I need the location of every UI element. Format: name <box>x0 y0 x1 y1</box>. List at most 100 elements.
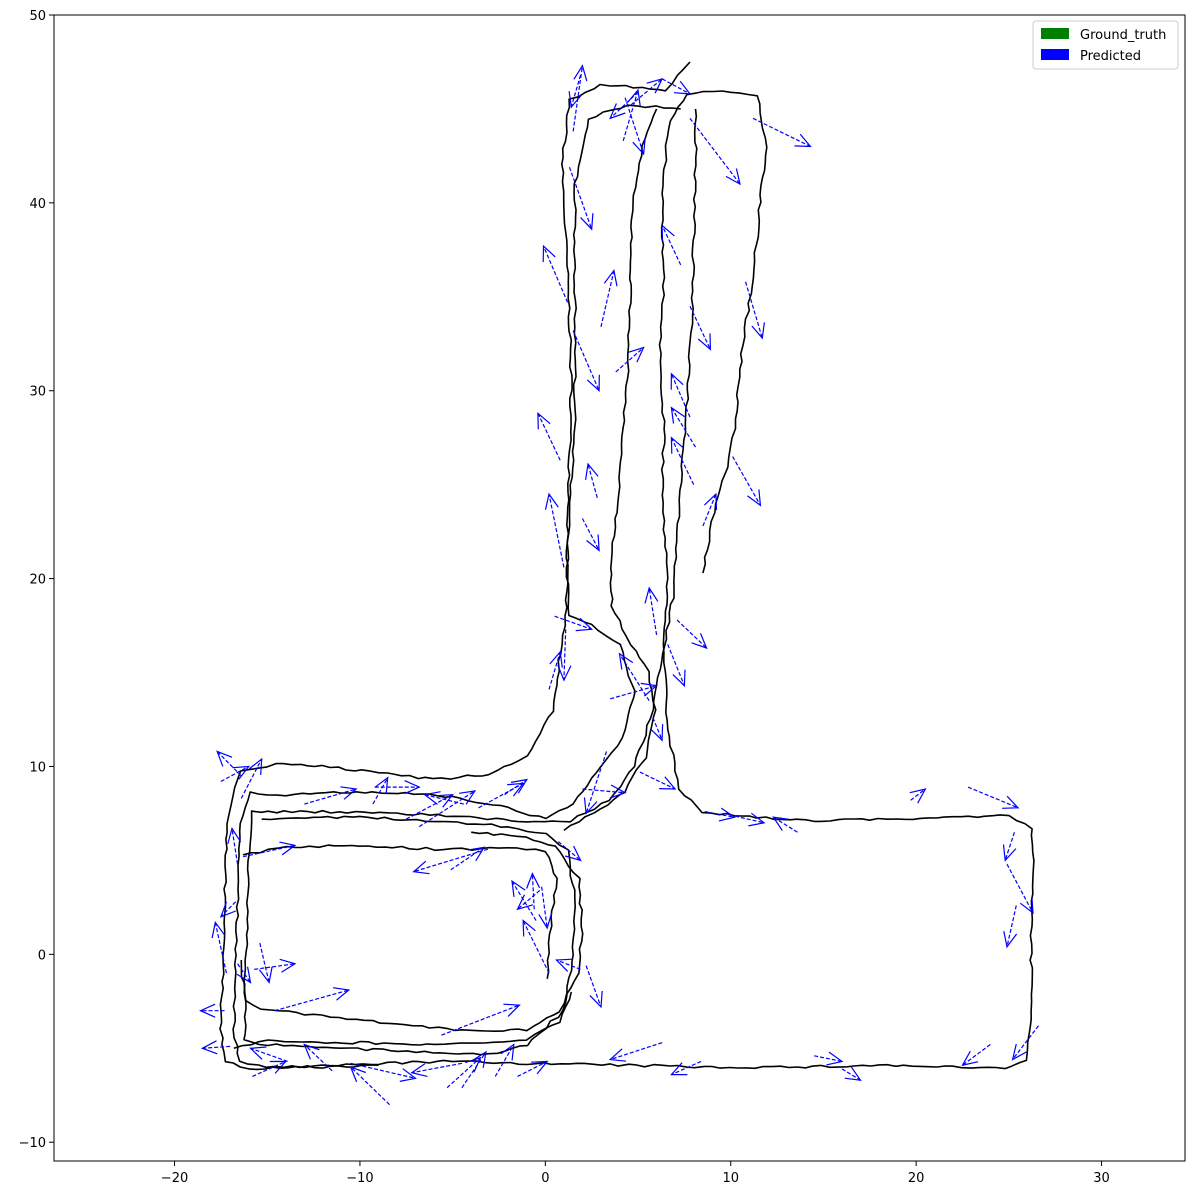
predicted-arrow-shaft <box>556 959 581 970</box>
predicted-arrow <box>517 1060 549 1077</box>
predicted-arrow <box>555 958 581 972</box>
predicted-arrow-shaft <box>304 788 357 805</box>
predicted-arrow-shaft <box>639 771 676 790</box>
predicted-arrow-head <box>436 794 454 808</box>
predicted-arrow-head <box>516 894 534 911</box>
predicted-arrow <box>618 652 650 702</box>
predicted-arrow <box>704 807 736 822</box>
predicted-arrow <box>249 1046 288 1062</box>
predicted-arrow <box>600 269 618 327</box>
predicted-arrow-shaft <box>441 1004 520 1036</box>
predicted-arrow-shaft <box>446 1057 481 1089</box>
predicted-arrow-shaft <box>967 786 1019 809</box>
predicted-arrow-shaft <box>581 518 600 551</box>
predicted-arrow <box>511 879 537 921</box>
predicted-arrow-shaft <box>670 437 695 485</box>
predicted-arrow-shaft <box>494 1044 515 1077</box>
predicted-arrow <box>723 812 766 827</box>
predicted-arrow <box>745 281 765 340</box>
predicted-arrow-head <box>511 879 526 897</box>
predicted-arrow <box>670 372 691 418</box>
predicted-arrow-head <box>279 958 297 973</box>
predicted-arrow-head <box>549 650 563 668</box>
plot-frame <box>53 14 1186 1162</box>
predicted-arrow-head <box>747 489 762 507</box>
predicted-arrow <box>661 78 692 95</box>
predicted-arrow <box>526 872 541 910</box>
legend-swatch-ground-truth <box>1041 28 1069 39</box>
predicted-arrow <box>372 776 389 805</box>
predicted-arrow-shaft <box>250 1047 288 1062</box>
predicted-arrow-shaft <box>237 963 252 983</box>
predicted-arrow-shaft <box>542 245 569 303</box>
predicted-arrow <box>581 518 600 552</box>
predicted-arrow-head <box>526 872 541 889</box>
predicted-arrow-head <box>703 492 718 511</box>
predicted-arrow <box>211 920 228 974</box>
predicted-arrow-shaft <box>537 413 561 461</box>
predicted-arrow-head <box>522 919 536 937</box>
predicted-arrow-shaft <box>240 758 263 799</box>
predicted-arrow-shaft <box>531 873 535 910</box>
predicted-arrow <box>732 456 762 507</box>
predicted-arrow <box>441 1003 521 1036</box>
legend-box <box>1032 20 1179 70</box>
predicted-arrow-shaft <box>585 965 602 1008</box>
predicted-arrow <box>644 586 659 636</box>
predicted-arrow <box>410 1062 463 1077</box>
predicted-arrow-shaft <box>259 942 270 983</box>
predicted-arrow-head <box>585 462 599 480</box>
y-tick-label: 10 <box>29 760 46 775</box>
predicted-arrow-head <box>586 534 600 552</box>
predicted-arrow-head <box>236 966 252 984</box>
predicted-arrow-shaft <box>618 653 650 702</box>
predicted-arrow-head <box>279 841 297 856</box>
predicted-arrow-shaft <box>670 407 697 448</box>
predicted-arrow-head <box>573 64 588 82</box>
predicted-arrow-shaft <box>450 846 485 871</box>
predicted-arrow-shaft <box>461 1051 487 1089</box>
legend-label-ground-truth: Ground_truth <box>1080 28 1166 43</box>
predicted-arrow <box>585 462 599 498</box>
predicted-arrow-head <box>1002 844 1017 862</box>
predicted-arrow-shaft <box>517 890 541 910</box>
predicted-arrows-layer <box>199 64 1040 1106</box>
predicted-arrow <box>554 615 594 632</box>
predicted-arrow-shaft <box>413 848 489 873</box>
predicted-arrow-shaft <box>661 225 682 266</box>
predicted-arrow-shaft <box>1012 1025 1040 1060</box>
predicted-arrow-shaft <box>1006 905 1017 947</box>
predicted-arrow-shaft <box>585 751 608 814</box>
predicted-arrow-head <box>673 80 692 95</box>
predicted-arrow-shaft <box>557 841 581 861</box>
predicted-arrow-shaft <box>671 1060 702 1076</box>
predicted-arrow-head <box>332 987 351 1001</box>
predicted-arrow-head <box>725 168 741 186</box>
predicted-arrow-head <box>650 724 664 742</box>
predicted-arrow <box>568 74 583 109</box>
predicted-arrow-head <box>1019 897 1034 915</box>
x-tick-label: −10 <box>346 1171 373 1186</box>
predicted-arrow-head <box>1002 795 1020 809</box>
ground-truth-trajectory <box>240 831 584 1032</box>
predicted-arrow-head <box>537 411 551 430</box>
x-tick-label: −20 <box>161 1171 188 1186</box>
predicted-arrow <box>446 1056 482 1089</box>
predicted-arrow-shaft <box>600 270 615 327</box>
predicted-arrow <box>254 958 297 973</box>
predicted-arrow <box>1003 905 1018 949</box>
predicted-arrow-head <box>412 860 430 875</box>
predicted-arrow-head <box>248 757 263 775</box>
ground-truth-trajectory <box>232 104 681 1069</box>
predicted-arrow-shaft <box>372 777 389 805</box>
y-tick-label: 0 <box>38 948 46 963</box>
predicted-arrow-head <box>510 778 529 794</box>
predicted-arrow-shaft <box>418 790 476 828</box>
predicted-arrow <box>304 786 358 805</box>
predicted-arrow <box>667 644 686 688</box>
predicted-arrow <box>227 827 242 865</box>
predicted-arrow-shaft <box>522 920 550 974</box>
ground-truth-trajectory <box>563 108 658 832</box>
predicted-arrow-head <box>603 269 618 287</box>
predicted-arrow-shaft <box>841 1068 861 1081</box>
